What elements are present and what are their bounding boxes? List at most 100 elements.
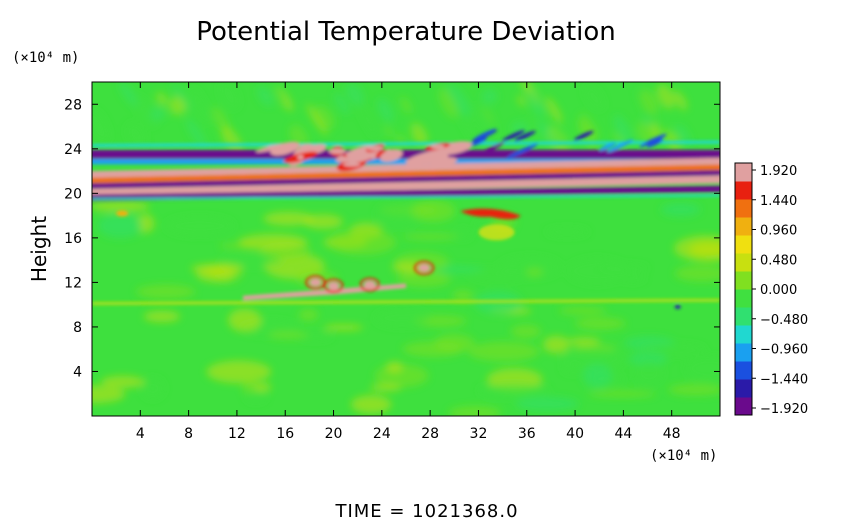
wave-patch <box>190 87 211 125</box>
colorbar-swatch <box>735 343 752 362</box>
wave-patch <box>333 92 350 115</box>
field-patch <box>141 377 165 400</box>
field-patch <box>467 341 540 362</box>
x-tick-label: 4 <box>136 426 145 442</box>
colorbar-tick-label: −1.440 <box>760 372 808 387</box>
field-patch <box>97 213 143 239</box>
field-patch <box>562 362 583 374</box>
x-tick-label: 28 <box>421 426 439 442</box>
wave-patch <box>306 103 328 136</box>
colorbar: 1.920 1.440 0.960 0.480 0.000 −0.480 −0.960 −1.… <box>734 162 808 417</box>
colorbar-swatch <box>735 181 752 200</box>
crest-core <box>420 154 428 159</box>
field-patch <box>92 385 126 404</box>
wave-patch <box>156 92 168 106</box>
colorbar-swatch <box>735 379 752 398</box>
field-patch <box>245 390 267 403</box>
band-layer <box>92 175 720 197</box>
y-tick-label: 8 <box>73 320 82 336</box>
field-patch <box>190 263 244 274</box>
field-patch <box>135 284 196 300</box>
field-patch <box>206 360 272 384</box>
wave-patch <box>257 86 274 107</box>
colorbar-swatch <box>735 307 752 326</box>
field-patch <box>661 202 701 217</box>
colorbar-swatch <box>735 199 752 218</box>
field-patch <box>448 406 501 416</box>
colorbar-tick-label: 0.000 <box>760 283 797 298</box>
heatmap-field <box>92 82 720 416</box>
y-axis-label: Height <box>27 216 51 282</box>
field-patch <box>583 363 612 389</box>
colorbar-swatch <box>735 397 752 416</box>
x-tick-label: 48 <box>663 426 681 442</box>
field-patch <box>350 395 392 414</box>
y-tick-label: 4 <box>73 364 82 380</box>
wave-streak <box>573 130 594 141</box>
wave-patch <box>168 96 187 116</box>
low-blob-edge <box>414 260 435 275</box>
field-patch <box>375 202 422 227</box>
field-patch <box>370 383 402 392</box>
field-patch <box>567 337 601 346</box>
crest-core <box>366 145 384 151</box>
x-axis-ticks: 4 8 12 16 20 24 28 32 36 40 44 48 <box>136 82 681 442</box>
colorbar-tick-label: 1.920 <box>760 164 797 179</box>
y-tick-label: 16 <box>64 231 82 247</box>
crest-core <box>406 162 420 167</box>
field-patch <box>542 335 570 354</box>
field-patch <box>238 233 308 251</box>
y-tick-label: 12 <box>64 275 82 291</box>
field-patch <box>574 317 626 330</box>
wave-patch <box>545 97 563 124</box>
wave-patch <box>553 126 572 153</box>
field-patch <box>634 361 664 386</box>
field-patch <box>385 361 403 373</box>
wave-streak <box>514 130 536 142</box>
field-patch <box>298 308 319 322</box>
crest-core <box>297 154 304 160</box>
y-tick-label: 28 <box>64 97 82 113</box>
wave-patch <box>377 98 394 123</box>
field-patch <box>165 215 235 237</box>
colorbar-swatch <box>735 235 752 254</box>
crest-core <box>342 162 361 167</box>
y-tick-label: 24 <box>64 142 82 158</box>
field-patch <box>228 308 262 332</box>
crest-core <box>384 154 399 158</box>
field-patch <box>402 233 458 240</box>
wave-patch <box>438 87 458 119</box>
x-axis-unit: (×10⁴ m) <box>650 448 717 464</box>
low-line <box>92 298 720 306</box>
wave-patch <box>119 82 139 108</box>
wave-patch <box>271 82 286 105</box>
left-spot <box>116 210 129 217</box>
wave-patch <box>358 103 378 138</box>
x-tick-label: 36 <box>518 426 536 442</box>
field-patch <box>253 382 272 392</box>
y-axis-unit: (×10⁴ m) <box>12 50 79 66</box>
field-patch <box>455 228 472 240</box>
low-spot <box>674 304 681 309</box>
field-patch <box>220 255 283 267</box>
x-tick-label: 16 <box>276 426 294 442</box>
plot-frame <box>91 81 721 417</box>
wave-patch <box>527 117 547 144</box>
low-blob <box>363 280 376 289</box>
x-tick-label: 40 <box>566 426 584 442</box>
low-blob <box>309 278 322 287</box>
wave-patch <box>673 91 688 111</box>
mid-patch <box>460 208 521 220</box>
field-patch <box>410 199 456 223</box>
wave-patch <box>172 82 191 112</box>
crest-core <box>434 154 445 161</box>
colorbar-swatch <box>735 163 752 182</box>
colorbar-tick-label: 0.480 <box>760 253 797 268</box>
wave-streak <box>646 138 664 148</box>
field-patch <box>100 375 145 389</box>
wave-patch <box>384 126 394 137</box>
colorbar-tick-label: 0.960 <box>760 224 797 239</box>
x-tick-label: 12 <box>228 426 246 442</box>
wave-patch <box>656 83 675 109</box>
wave-patch <box>613 114 633 147</box>
